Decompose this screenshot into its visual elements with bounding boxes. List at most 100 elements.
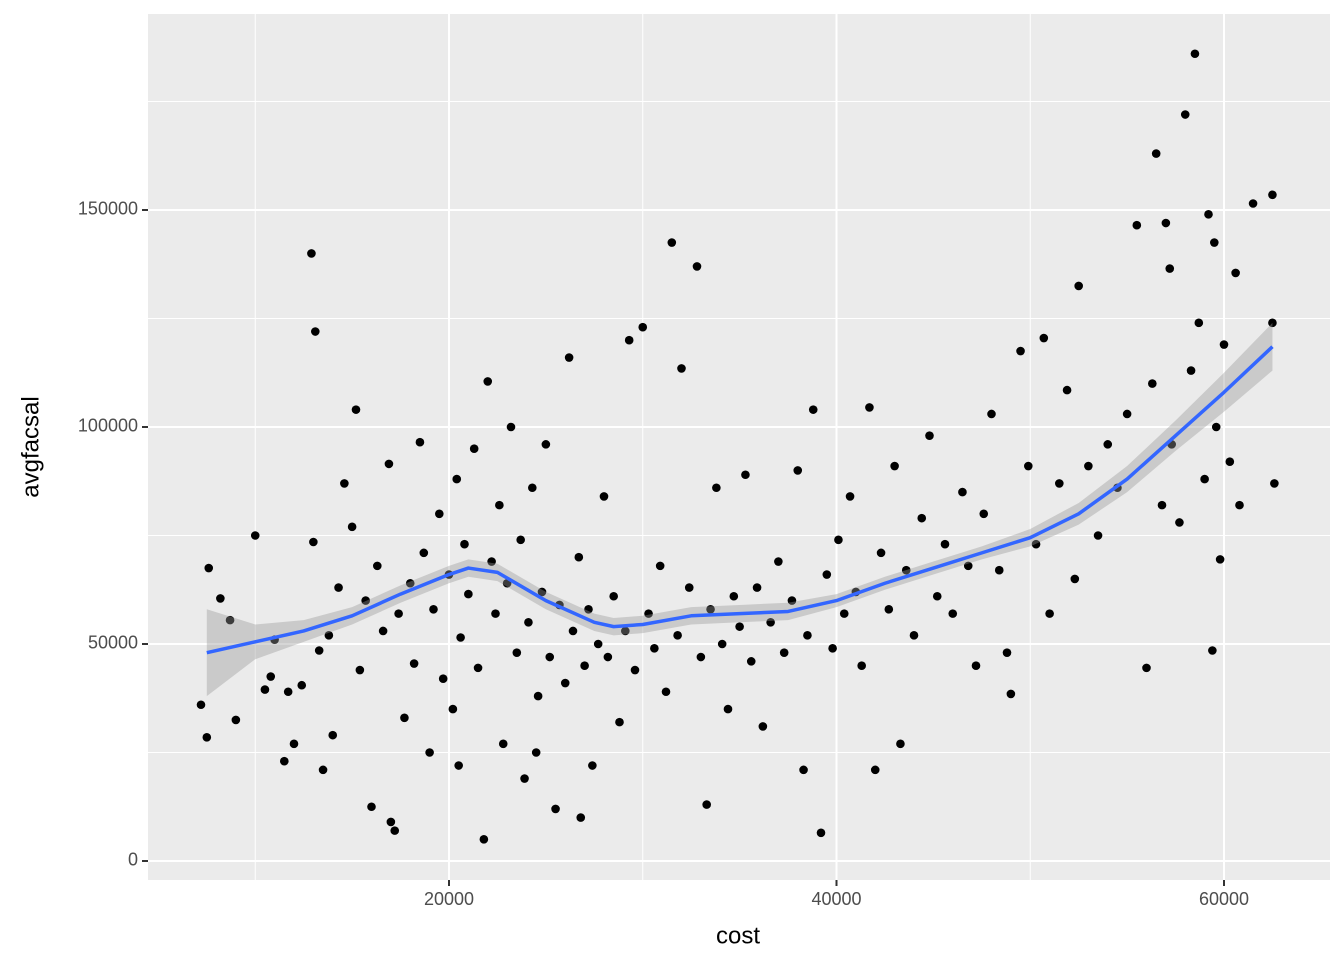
point — [568, 626, 578, 636]
point — [1208, 646, 1217, 655]
point — [1148, 379, 1157, 388]
point — [1204, 210, 1213, 219]
point — [328, 730, 338, 740]
point — [386, 817, 396, 827]
point — [1016, 346, 1025, 356]
point — [516, 535, 525, 545]
point — [524, 617, 533, 627]
point — [1074, 281, 1083, 291]
point — [1024, 461, 1033, 471]
point — [448, 704, 458, 714]
point — [351, 405, 361, 414]
point — [361, 596, 370, 605]
point — [452, 474, 462, 484]
x-tick-label: 20000 — [424, 889, 474, 909]
x-tick-label: 40000 — [811, 889, 861, 909]
point — [520, 774, 529, 783]
point — [890, 461, 899, 471]
point — [1132, 220, 1142, 230]
point — [495, 500, 504, 510]
point — [752, 583, 762, 592]
point — [483, 377, 493, 386]
point — [746, 657, 756, 666]
point — [774, 557, 783, 566]
point — [1039, 333, 1049, 343]
point — [460, 539, 469, 549]
point — [1031, 539, 1041, 549]
point — [696, 652, 706, 662]
point — [630, 665, 640, 675]
point — [932, 591, 942, 601]
point — [425, 748, 434, 757]
point — [373, 561, 382, 571]
point — [225, 615, 235, 625]
point — [1122, 409, 1132, 419]
point — [283, 687, 293, 697]
point — [712, 483, 721, 493]
point — [1268, 190, 1277, 200]
point — [491, 609, 500, 618]
point — [340, 479, 349, 488]
point — [655, 561, 665, 571]
point — [216, 594, 225, 603]
point — [1194, 318, 1204, 328]
point — [979, 509, 989, 519]
point — [469, 444, 479, 453]
point — [925, 431, 934, 440]
point — [1219, 340, 1229, 349]
point — [615, 717, 624, 727]
point — [673, 631, 682, 640]
point — [307, 249, 316, 258]
point — [735, 622, 744, 631]
point — [779, 648, 789, 657]
point — [1180, 110, 1190, 119]
point — [766, 617, 775, 627]
point — [260, 685, 270, 694]
y-tick-label: 0 — [128, 850, 138, 870]
point — [940, 539, 950, 549]
y-tick-label: 150000 — [78, 199, 138, 219]
point — [717, 639, 727, 649]
point — [311, 327, 320, 336]
x-axis-title: cost — [716, 922, 760, 949]
point — [1055, 479, 1064, 488]
point — [692, 262, 702, 271]
point — [971, 661, 981, 670]
point — [603, 652, 613, 662]
point — [994, 565, 1004, 575]
point — [1161, 218, 1171, 228]
point — [702, 800, 711, 809]
point — [1268, 318, 1277, 328]
point — [531, 748, 541, 757]
point — [324, 631, 334, 640]
point — [1270, 479, 1279, 488]
point — [963, 561, 973, 571]
point — [551, 804, 560, 814]
point — [574, 552, 584, 562]
y-tick-label: 100000 — [78, 416, 138, 436]
point — [1002, 648, 1012, 657]
point — [528, 483, 537, 493]
point — [318, 765, 328, 775]
point — [1045, 609, 1054, 618]
point — [1103, 440, 1113, 449]
confidence-band — [206, 322, 1273, 697]
point — [729, 591, 739, 601]
point — [355, 665, 365, 675]
point — [378, 626, 388, 636]
point — [834, 535, 843, 545]
point — [909, 631, 919, 640]
smooth-line — [206, 345, 1274, 655]
point — [644, 609, 653, 618]
point — [650, 644, 659, 653]
point — [1151, 149, 1161, 158]
point — [367, 802, 376, 812]
point — [204, 563, 214, 573]
point — [196, 700, 206, 710]
point — [560, 678, 570, 688]
point — [667, 238, 677, 247]
point — [917, 513, 927, 523]
point — [1165, 264, 1175, 273]
point — [1235, 500, 1244, 510]
